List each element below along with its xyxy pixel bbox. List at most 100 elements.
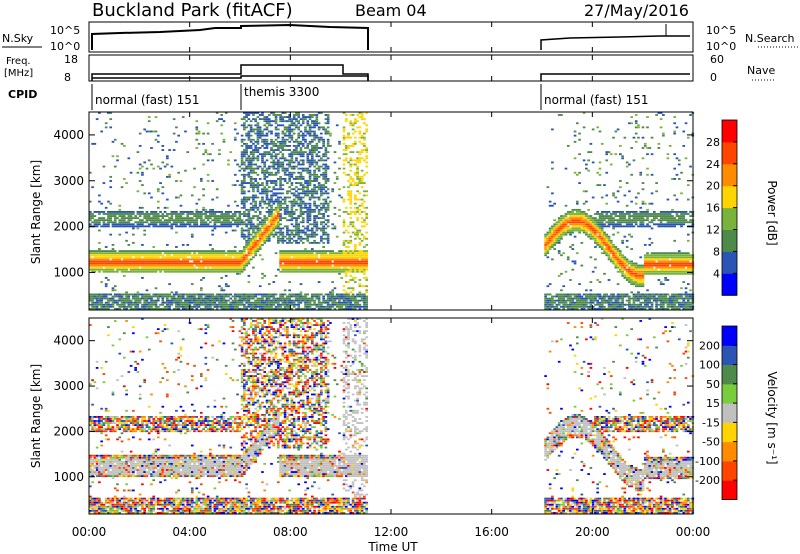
heatmap-cell — [143, 229, 147, 232]
heatmap-cell — [202, 260, 205, 263]
heatmap-cell — [297, 175, 301, 178]
heatmap-cell — [177, 264, 180, 267]
heatmap-cell — [566, 219, 570, 222]
heatmap-cell — [564, 167, 568, 170]
heatmap-cell — [295, 254, 298, 257]
heatmap-cell — [202, 268, 205, 271]
heatmap-cell — [206, 122, 210, 125]
heatmap-cell — [243, 180, 246, 182]
heatmap-cell — [349, 122, 353, 125]
heatmap-cell — [107, 299, 110, 302]
heatmap-cell — [338, 264, 341, 267]
heatmap-cell — [365, 266, 368, 269]
heatmap-cell — [335, 258, 339, 261]
heatmap-cell — [249, 147, 253, 149]
heatmap-cell — [544, 254, 547, 257]
heatmap-cell — [358, 305, 362, 308]
heatmap-cell — [134, 252, 137, 255]
heatmap-cell — [276, 161, 280, 164]
heatmap-cell — [308, 303, 312, 306]
heatmap-cell — [326, 157, 330, 160]
heatmap-cell — [111, 215, 115, 217]
heatmap-cell — [310, 134, 314, 137]
heatmap-cell — [272, 120, 276, 123]
heatmap-cell — [358, 252, 362, 255]
heatmap-cell — [245, 149, 248, 151]
heatmap-cell — [308, 159, 312, 162]
heatmap-cell — [548, 307, 552, 310]
heatmap-cell — [163, 206, 167, 209]
heatmap-cell — [299, 235, 303, 238]
heatmap-cell — [591, 297, 595, 300]
heatmap-cell — [347, 264, 350, 267]
heatmap-cell — [315, 223, 319, 226]
heatmap-cell — [308, 126, 312, 129]
heatmap-cell — [288, 171, 291, 174]
heatmap-cell — [116, 225, 119, 228]
heatmap-cell — [313, 126, 316, 129]
heatmap-cell — [322, 204, 325, 207]
heatmap-cell — [236, 307, 239, 310]
heatmap-cell — [313, 173, 316, 176]
heatmap-cell — [254, 145, 258, 147]
heatmap-cell — [344, 136, 348, 139]
heatmap-cell — [286, 295, 289, 298]
heatmap-cell — [252, 307, 255, 310]
heatmap-cell — [308, 161, 312, 164]
heatmap-cell — [172, 295, 176, 298]
heatmap-cell — [195, 128, 199, 131]
heatmap-cell — [233, 122, 237, 125]
heatmap-cell — [304, 192, 307, 195]
heatmap-cell — [270, 206, 273, 209]
heatmap-cell — [125, 264, 128, 267]
heatmap-cell — [288, 196, 291, 199]
heatmap-cell — [360, 285, 364, 288]
heatmap-cell — [288, 116, 291, 118]
heatmap-cell — [349, 145, 353, 147]
heatmap-cell — [322, 163, 325, 166]
heatmap-cell — [557, 274, 561, 277]
heatmap-cell — [95, 254, 99, 257]
heatmap-cell — [127, 301, 131, 304]
heatmap-cell — [276, 301, 280, 304]
heatmap-cell — [283, 132, 287, 135]
heatmap-cell — [299, 140, 303, 143]
heatmap-cell — [274, 161, 278, 164]
heatmap-cell — [95, 303, 99, 306]
heatmap-cell — [89, 299, 92, 302]
heatmap-cell — [301, 178, 305, 180]
heatmap-cell — [125, 297, 128, 300]
heatmap-cell — [351, 223, 355, 226]
heatmap-cell — [265, 118, 269, 121]
heatmap-cell — [95, 305, 99, 308]
heatmap-cell — [548, 204, 552, 207]
sky-left-label: N.Sky — [2, 32, 34, 45]
heatmap-cell — [170, 227, 174, 230]
heatmap-cell — [215, 297, 219, 300]
heatmap-cell — [290, 134, 294, 137]
heatmap-cell — [356, 219, 359, 222]
heatmap-cell — [349, 254, 353, 257]
heatmap-cell — [122, 213, 126, 215]
heatmap-cell — [551, 227, 554, 230]
heatmap-cell — [569, 246, 572, 248]
heatmap-cell — [582, 202, 586, 205]
heatmap-cell — [310, 248, 314, 250]
heatmap-cell — [218, 260, 221, 263]
heatmap-cell — [317, 140, 321, 143]
heatmap-cell — [195, 270, 199, 273]
heatmap-cell — [295, 266, 298, 269]
heatmap-cell — [344, 120, 348, 123]
heatmap-cell — [243, 262, 246, 265]
heatmap-cell — [107, 225, 110, 228]
heatmap-cell — [109, 256, 113, 259]
heatmap-cell — [349, 250, 353, 253]
heatmap-cell — [292, 213, 296, 215]
heatmap-cell — [290, 171, 294, 174]
heatmap-cell — [297, 235, 301, 238]
heatmap-cell — [313, 258, 316, 261]
heatmap-cell — [247, 258, 251, 261]
heatmap-cell — [129, 268, 133, 271]
heatmap-cell — [129, 258, 133, 261]
heatmap-cell — [304, 262, 307, 265]
